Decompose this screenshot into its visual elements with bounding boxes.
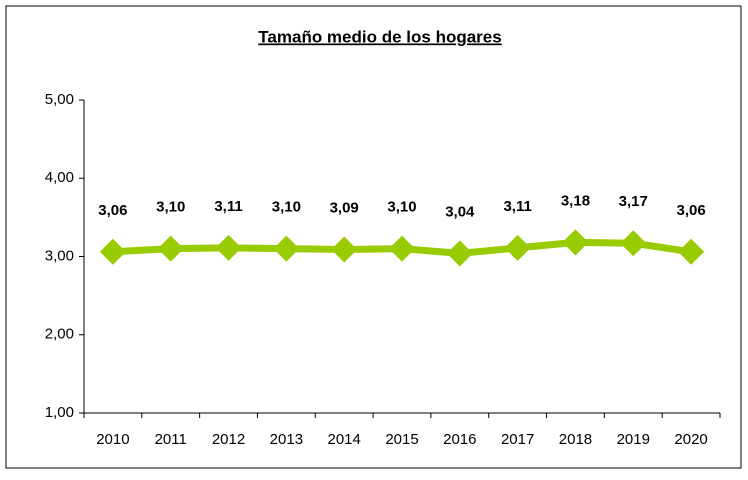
data-label: 3,18 <box>561 192 590 209</box>
x-tick-label: 2017 <box>501 431 534 448</box>
data-label: 3,17 <box>619 193 648 210</box>
y-tick-label: 5,00 <box>45 91 74 108</box>
chart-border <box>5 5 742 469</box>
marker <box>562 229 589 256</box>
marker <box>620 230 647 257</box>
data-label: 3,11 <box>214 198 242 215</box>
marker <box>157 235 184 262</box>
x-tick-label: 2015 <box>385 431 418 448</box>
x-tick-label: 2016 <box>443 431 476 448</box>
y-tick-label: 3,00 <box>45 247 74 264</box>
marker <box>678 238 705 265</box>
x-tick-label: 2019 <box>617 431 650 448</box>
data-label: 3,09 <box>330 199 359 216</box>
marker <box>446 240 473 267</box>
marker <box>331 236 358 263</box>
y-tick-label: 4,00 <box>45 169 74 186</box>
y-tick-label: 1,00 <box>45 404 74 421</box>
data-label: 3,10 <box>272 199 301 216</box>
data-label: 3,04 <box>445 203 475 220</box>
marker <box>273 235 300 262</box>
x-tick-label: 2020 <box>674 431 707 448</box>
x-tick-label: 2018 <box>559 431 592 448</box>
chart-title: Tamaño medio de los hogares <box>258 27 501 46</box>
marker <box>504 234 531 261</box>
data-label: 3,10 <box>387 199 416 216</box>
data-label: 3,06 <box>98 202 127 219</box>
y-tick-label: 2,00 <box>45 326 74 343</box>
data-label: 3,11 <box>503 198 531 215</box>
x-tick-label: 2010 <box>96 431 129 448</box>
marker <box>215 234 242 261</box>
data-label: 3,06 <box>676 202 705 219</box>
x-tick-label: 2013 <box>270 431 303 448</box>
x-tick-label: 2011 <box>155 431 187 448</box>
x-tick-label: 2014 <box>327 431 360 448</box>
data-label: 3,10 <box>156 199 185 216</box>
x-tick-label: 2012 <box>212 431 245 448</box>
marker <box>99 238 126 265</box>
marker <box>389 235 415 262</box>
